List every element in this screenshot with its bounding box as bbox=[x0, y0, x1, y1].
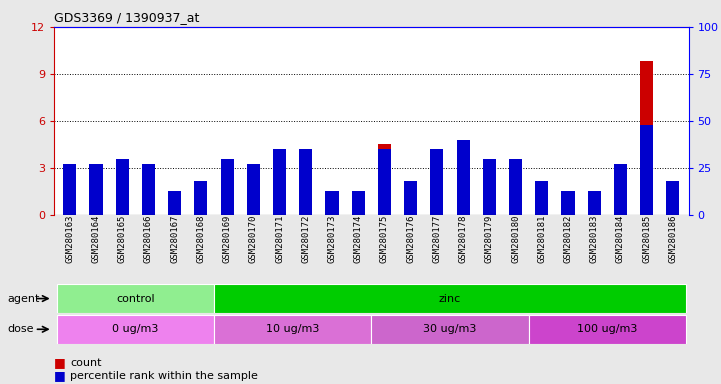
Bar bbox=[142, 195, 155, 215]
Bar bbox=[57, 315, 214, 344]
Bar bbox=[588, 190, 601, 215]
Bar bbox=[273, 149, 286, 215]
Bar bbox=[456, 140, 469, 215]
Bar bbox=[640, 125, 653, 215]
Text: dose: dose bbox=[7, 324, 34, 334]
Bar bbox=[483, 163, 496, 215]
Bar bbox=[378, 144, 391, 215]
Text: GSM280173: GSM280173 bbox=[327, 215, 337, 263]
Bar bbox=[614, 171, 627, 215]
Text: GSM280167: GSM280167 bbox=[170, 215, 180, 263]
Bar bbox=[57, 284, 214, 313]
Bar bbox=[483, 159, 496, 215]
Bar bbox=[509, 159, 522, 215]
Text: GSM280180: GSM280180 bbox=[511, 215, 520, 263]
Bar bbox=[371, 315, 528, 344]
Text: ■: ■ bbox=[54, 356, 66, 369]
Bar bbox=[299, 149, 312, 215]
Text: GSM280177: GSM280177 bbox=[433, 215, 441, 263]
Text: 0 ug/m3: 0 ug/m3 bbox=[112, 324, 159, 334]
Text: GSM280175: GSM280175 bbox=[380, 215, 389, 263]
Text: GSM280186: GSM280186 bbox=[668, 215, 677, 263]
Text: 10 ug/m3: 10 ug/m3 bbox=[266, 324, 319, 334]
Text: GSM280178: GSM280178 bbox=[459, 215, 468, 263]
Bar bbox=[352, 190, 365, 215]
Text: GSM280166: GSM280166 bbox=[144, 215, 153, 263]
Bar bbox=[430, 149, 443, 215]
Text: GSM280183: GSM280183 bbox=[590, 215, 598, 263]
Bar bbox=[430, 166, 443, 215]
Bar bbox=[247, 164, 260, 215]
Text: GSM280185: GSM280185 bbox=[642, 215, 651, 263]
Bar bbox=[195, 181, 208, 215]
Text: count: count bbox=[70, 358, 102, 368]
Text: GSM280171: GSM280171 bbox=[275, 215, 284, 263]
Text: GSM280184: GSM280184 bbox=[616, 215, 625, 263]
Text: GDS3369 / 1390937_at: GDS3369 / 1390937_at bbox=[54, 11, 200, 24]
Bar bbox=[378, 149, 391, 215]
Bar bbox=[115, 165, 129, 215]
Bar bbox=[221, 166, 234, 215]
Text: 100 ug/m3: 100 ug/m3 bbox=[577, 324, 637, 334]
Bar bbox=[214, 315, 371, 344]
Bar bbox=[614, 164, 627, 215]
Bar bbox=[456, 147, 469, 215]
Bar bbox=[404, 181, 417, 215]
Bar bbox=[528, 315, 686, 344]
Bar bbox=[299, 157, 312, 215]
Bar bbox=[562, 190, 575, 215]
Text: GSM280165: GSM280165 bbox=[118, 215, 127, 263]
Bar bbox=[214, 284, 686, 313]
Text: zinc: zinc bbox=[439, 293, 461, 304]
Text: GSM280164: GSM280164 bbox=[92, 215, 100, 263]
Text: ■: ■ bbox=[54, 369, 66, 382]
Text: control: control bbox=[116, 293, 155, 304]
Text: GSM280169: GSM280169 bbox=[223, 215, 231, 263]
Bar bbox=[535, 181, 548, 215]
Text: agent: agent bbox=[7, 293, 40, 304]
Bar bbox=[63, 164, 76, 215]
Text: 30 ug/m3: 30 ug/m3 bbox=[423, 324, 477, 334]
Text: GSM280170: GSM280170 bbox=[249, 215, 258, 263]
Bar bbox=[273, 163, 286, 215]
Bar bbox=[168, 190, 181, 215]
Bar bbox=[640, 61, 653, 215]
Bar bbox=[89, 164, 102, 215]
Text: GSM280179: GSM280179 bbox=[485, 215, 494, 263]
Text: GSM280168: GSM280168 bbox=[196, 215, 205, 263]
Text: GSM280163: GSM280163 bbox=[66, 215, 74, 263]
Bar bbox=[221, 159, 234, 215]
Bar bbox=[509, 166, 522, 215]
Bar bbox=[142, 164, 155, 215]
Text: GSM280172: GSM280172 bbox=[301, 215, 310, 263]
Text: GSM280176: GSM280176 bbox=[406, 215, 415, 263]
Text: GSM280181: GSM280181 bbox=[537, 215, 547, 263]
Text: percentile rank within the sample: percentile rank within the sample bbox=[70, 371, 258, 381]
Text: GSM280182: GSM280182 bbox=[563, 215, 572, 263]
Bar bbox=[666, 181, 679, 215]
Bar bbox=[247, 207, 260, 215]
Text: GSM280174: GSM280174 bbox=[354, 215, 363, 263]
Bar bbox=[115, 159, 129, 215]
Bar bbox=[325, 190, 339, 215]
